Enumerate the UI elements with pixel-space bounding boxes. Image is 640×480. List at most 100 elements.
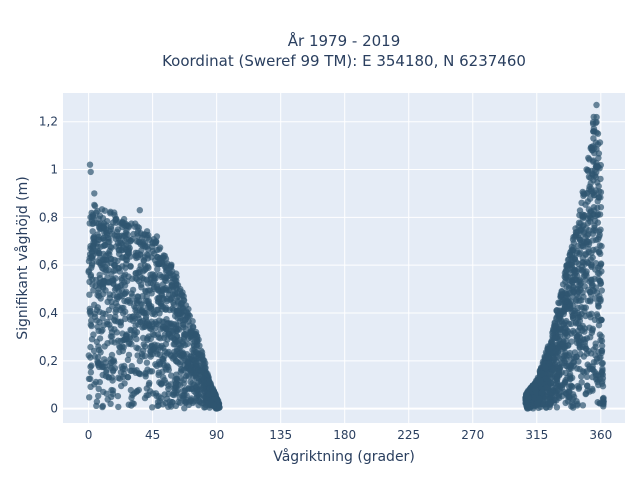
- data-point: [555, 393, 562, 400]
- data-point: [119, 347, 127, 355]
- scatter-points: [85, 101, 607, 412]
- data-point: [174, 297, 181, 304]
- data-point: [162, 325, 169, 332]
- data-point: [119, 219, 126, 226]
- data-point: [149, 404, 156, 411]
- data-point: [147, 271, 154, 278]
- data-point: [120, 310, 127, 317]
- data-point: [174, 314, 181, 321]
- data-point: [93, 338, 101, 345]
- data-point: [580, 243, 587, 250]
- data-point: [88, 254, 96, 261]
- data-point: [95, 361, 102, 369]
- data-point: [161, 331, 168, 338]
- y-axis-title: Signifikant våghöjd (m): [14, 176, 31, 339]
- data-point: [133, 344, 140, 351]
- data-point: [595, 322, 603, 329]
- data-point: [587, 350, 595, 357]
- data-point: [99, 215, 107, 222]
- data-point: [551, 335, 558, 342]
- data-point: [141, 352, 149, 360]
- data-point: [142, 288, 150, 296]
- data-point: [561, 330, 569, 337]
- data-point: [94, 207, 101, 215]
- x-tick-label: 135: [269, 428, 292, 442]
- data-point: [151, 250, 158, 257]
- data-point: [103, 390, 110, 397]
- data-point: [118, 304, 126, 312]
- x-tick-label: 180: [333, 428, 356, 442]
- data-point: [591, 149, 598, 157]
- data-point: [599, 359, 606, 367]
- data-point: [101, 225, 108, 232]
- data-point: [593, 358, 600, 365]
- y-tick-label: 0,8: [39, 210, 58, 224]
- data-point: [210, 402, 218, 409]
- y-tick-labels: 0 0,2 0,4 0,6 0,8 1 1,2: [39, 115, 58, 416]
- data-point: [143, 318, 151, 326]
- data-point: [127, 262, 134, 270]
- data-point: [571, 256, 578, 263]
- data-point: [547, 344, 554, 352]
- data-point: [95, 392, 102, 400]
- data-point: [112, 235, 119, 242]
- data-point: [166, 296, 174, 303]
- data-point: [568, 330, 575, 337]
- data-point: [582, 260, 589, 267]
- data-point: [125, 249, 132, 256]
- data-point: [135, 321, 142, 328]
- data-point: [592, 227, 599, 234]
- data-point: [588, 185, 595, 193]
- x-tick-labels: 0 45 90 135 180 225 270 315 360: [85, 428, 612, 442]
- data-point: [85, 375, 93, 382]
- data-point: [106, 251, 113, 258]
- data-point: [104, 396, 111, 403]
- data-point: [565, 256, 573, 263]
- data-point: [568, 338, 575, 345]
- data-point: [122, 264, 129, 271]
- y-tick-label: 1: [50, 163, 58, 177]
- data-point: [216, 404, 223, 411]
- data-point: [97, 243, 104, 250]
- data-point: [586, 297, 594, 304]
- data-point: [596, 139, 604, 146]
- data-point: [555, 368, 562, 375]
- data-point: [174, 325, 182, 333]
- data-point: [117, 283, 124, 290]
- data-point: [570, 247, 577, 254]
- data-point: [113, 329, 121, 336]
- data-point: [133, 254, 140, 262]
- data-point: [191, 357, 199, 364]
- data-point: [141, 323, 148, 331]
- data-point: [95, 233, 102, 241]
- data-point: [597, 354, 604, 361]
- data-point: [590, 192, 598, 199]
- x-tick-label: 315: [525, 428, 548, 442]
- data-point: [171, 290, 179, 297]
- data-point: [174, 281, 182, 289]
- data-point: [590, 204, 598, 211]
- data-point: [87, 168, 94, 176]
- data-point: [99, 403, 106, 411]
- data-point: [586, 388, 593, 395]
- data-point: [587, 180, 594, 187]
- data-point: [582, 345, 589, 352]
- data-point: [596, 292, 603, 300]
- data-point: [163, 267, 171, 274]
- data-point: [593, 163, 600, 170]
- data-point: [558, 288, 566, 295]
- data-point: [129, 400, 136, 407]
- data-point: [109, 219, 117, 226]
- data-point: [592, 174, 599, 181]
- data-point: [118, 232, 125, 239]
- data-point: [562, 349, 569, 356]
- data-point: [589, 237, 597, 244]
- data-point: [562, 399, 569, 407]
- data-point: [112, 267, 119, 274]
- data-point: [589, 143, 596, 150]
- data-point: [141, 343, 149, 350]
- chart-title-line1: År 1979 - 2019: [288, 31, 401, 50]
- data-point: [86, 220, 93, 227]
- data-point: [101, 207, 109, 214]
- data-point: [96, 249, 103, 256]
